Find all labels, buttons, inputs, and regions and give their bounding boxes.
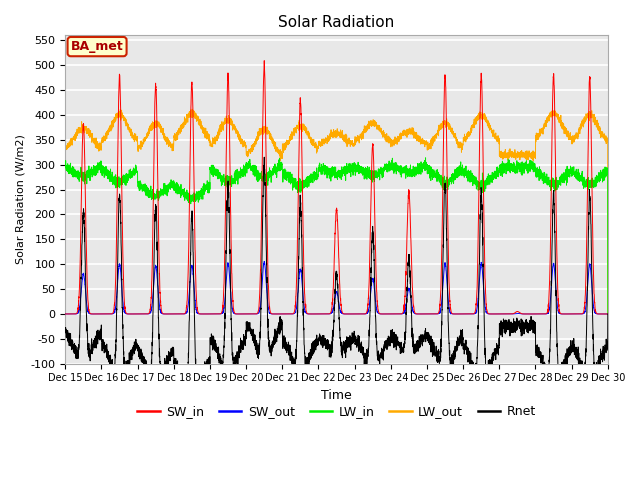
LW_out: [604, 139, 611, 145]
LW_out: [428, 141, 436, 146]
Line: LW_in: LW_in: [65, 158, 608, 314]
Rnet: [260, 154, 268, 160]
LW_in: [428, 168, 436, 174]
Legend: SW_in, SW_out, LW_in, LW_out, Rnet: SW_in, SW_out, LW_in, LW_out, Rnet: [132, 400, 541, 423]
SW_out: [260, 259, 268, 264]
LW_in: [61, 162, 69, 168]
LW_in: [604, 166, 611, 172]
LW_out: [159, 130, 166, 135]
SW_in: [458, 311, 466, 317]
Rnet: [159, 372, 166, 377]
SW_in: [489, 311, 497, 317]
LW_out: [61, 147, 69, 153]
Rnet: [317, 336, 324, 342]
Line: LW_out: LW_out: [65, 109, 608, 314]
SW_in: [604, 311, 611, 317]
LW_in: [458, 167, 466, 173]
Rnet: [604, 340, 611, 346]
Rnet: [489, 352, 497, 358]
SW_out: [604, 311, 612, 317]
SW_in: [604, 311, 612, 317]
Rnet: [195, 394, 202, 399]
SW_in: [260, 58, 268, 63]
SW_out: [61, 311, 69, 317]
SW_out: [428, 311, 436, 317]
Title: Solar Radiation: Solar Radiation: [278, 15, 395, 30]
LW_in: [316, 166, 324, 172]
Text: BA_met: BA_met: [70, 40, 124, 53]
LW_out: [458, 144, 466, 150]
SW_in: [316, 311, 324, 317]
SW_in: [61, 311, 69, 317]
SW_out: [458, 311, 466, 317]
Rnet: [61, 326, 69, 332]
LW_in: [604, 311, 612, 317]
SW_in: [159, 311, 166, 316]
LW_in: [422, 155, 429, 161]
SW_out: [159, 311, 166, 317]
X-axis label: Time: Time: [321, 389, 352, 402]
Line: Rnet: Rnet: [65, 157, 608, 396]
Line: SW_in: SW_in: [65, 60, 608, 314]
SW_out: [316, 311, 324, 317]
LW_out: [188, 106, 196, 112]
LW_in: [489, 174, 497, 180]
SW_in: [428, 311, 436, 317]
Line: SW_out: SW_out: [65, 262, 608, 314]
SW_out: [489, 311, 497, 317]
Rnet: [428, 336, 436, 342]
Y-axis label: Solar Radiation (W/m2): Solar Radiation (W/m2): [15, 134, 25, 264]
Rnet: [604, 311, 612, 317]
Rnet: [458, 335, 466, 341]
LW_out: [604, 311, 612, 317]
LW_out: [489, 133, 497, 139]
LW_in: [159, 190, 166, 196]
SW_out: [604, 311, 611, 317]
LW_out: [316, 143, 324, 148]
